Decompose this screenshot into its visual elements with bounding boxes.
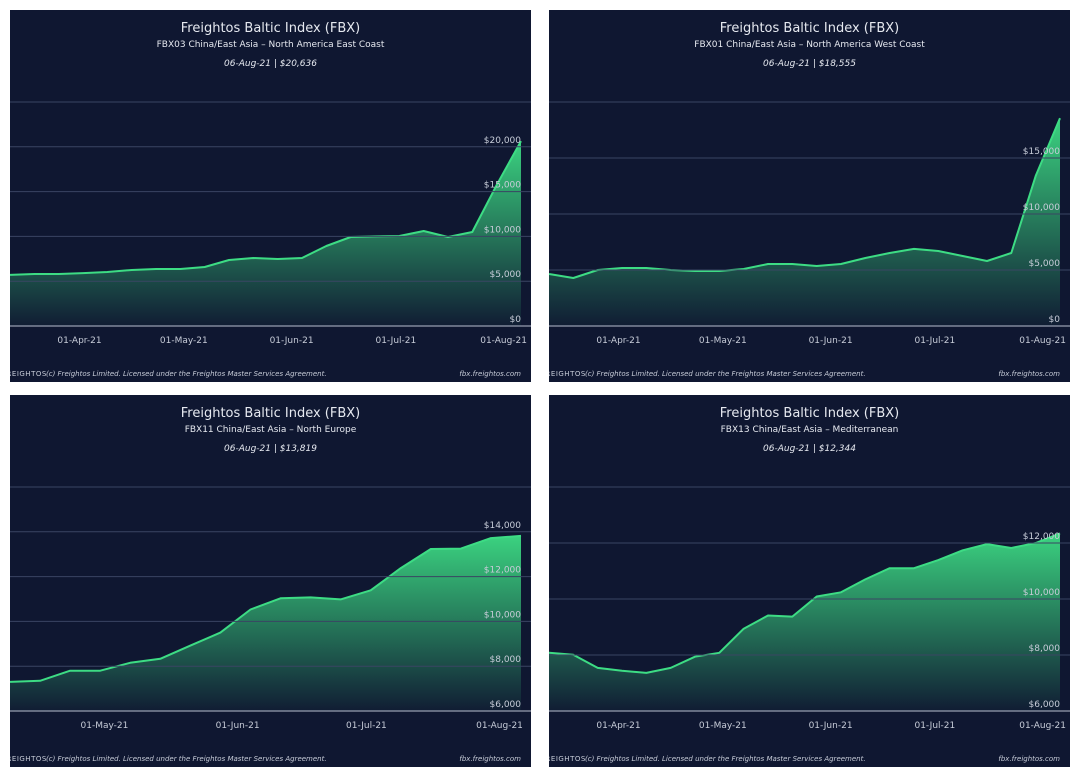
y-tick-label: $12,000 <box>1023 532 1060 542</box>
area-line <box>10 534 522 683</box>
chart-title: Freightos Baltic Index (FBX) <box>181 21 361 36</box>
x-tick-label: 01-Jun-21 <box>216 721 260 731</box>
chart-panel: Freightos Baltic Index (FBX) FBX01 China/… <box>541 10 1070 382</box>
y-tick-label: $6,000 <box>490 700 522 710</box>
chart-panel: Freightos Baltic Index (FBX) FBX11 China/… <box>2 395 531 767</box>
footer-site: fbx.freightos.com <box>459 755 521 763</box>
y-tick-label: $8,000 <box>1029 644 1061 654</box>
chart-title: Freightos Baltic Index (FBX) <box>181 406 361 421</box>
y-tick-label: $10,000 <box>484 610 521 620</box>
x-tick-label: 01-Apr-21 <box>57 336 101 346</box>
chart-subtitle: FBX01 China/East Asia – North America We… <box>694 40 925 50</box>
x-tick-label: 01-Jun-21 <box>270 336 314 346</box>
chart-title: Freightos Baltic Index (FBX) <box>720 21 900 36</box>
footer-site: fbx.freightos.com <box>998 755 1060 763</box>
x-tick-label: 01-May-21 <box>699 721 747 731</box>
x-tick-label: 01-Aug-21 <box>1019 721 1066 731</box>
x-tick-label: 01-Apr-21 <box>596 336 640 346</box>
x-tick-label: 01-Jul-21 <box>914 721 955 731</box>
footer-site: fbx.freightos.com <box>998 370 1060 378</box>
area-line <box>549 117 1061 279</box>
chart-annotation: 06-Aug-21 | $12,344 <box>763 444 856 454</box>
y-tick-label: $12,000 <box>484 566 521 576</box>
x-tick-label: 01-May-21 <box>699 336 747 346</box>
footer-license: (c) Freightos Limited. Licensed under th… <box>46 370 327 378</box>
chart-title: Freightos Baltic Index (FBX) <box>720 406 900 421</box>
x-tick-label: 01-Jul-21 <box>375 336 416 346</box>
y-tick-label: $0 <box>1049 315 1061 325</box>
x-tick-label: 01-Aug-21 <box>1019 336 1066 346</box>
chart-annotation: 06-Aug-21 | $20,636 <box>224 59 317 69</box>
x-tick-label: 01-Apr-21 <box>596 721 640 731</box>
y-tick-label: $6,000 <box>1029 700 1061 710</box>
area-fill <box>549 533 1060 711</box>
x-tick-label: 01-Aug-21 <box>476 721 523 731</box>
footer-site: fbx.freightos.com <box>459 370 521 378</box>
y-tick-label: $10,000 <box>484 225 521 235</box>
footer-license: (c) Freightos Limited. Licensed under th… <box>585 755 866 763</box>
x-tick-label: 01-Aug-21 <box>480 336 527 346</box>
chart-annotation: 06-Aug-21 | $13,819 <box>224 444 317 454</box>
x-tick-label: 01-Jul-21 <box>346 721 387 731</box>
footer-brand: FREIGHTOS <box>541 370 586 378</box>
y-tick-label: $10,000 <box>1023 588 1060 598</box>
footer-brand: FREIGHTOS <box>2 755 47 763</box>
area-fill <box>549 118 1060 326</box>
area-line <box>549 532 1061 674</box>
y-tick-label: $15,000 <box>1023 147 1060 157</box>
y-tick-label: $0 <box>510 315 522 325</box>
chart-subtitle: FBX03 China/East Asia – North America Ea… <box>157 40 385 50</box>
y-tick-label: $10,000 <box>1023 203 1060 213</box>
y-tick-label: $5,000 <box>1029 259 1061 269</box>
chart-annotation: 06-Aug-21 | $18,555 <box>763 59 856 69</box>
y-tick-label: $15,000 <box>484 181 521 191</box>
x-tick-label: 01-Jul-21 <box>914 336 955 346</box>
footer-license: (c) Freightos Limited. Licensed under th… <box>46 755 327 763</box>
chart-panel: Freightos Baltic Index (FBX) FBX13 China/… <box>541 395 1070 767</box>
y-tick-label: $14,000 <box>484 521 521 531</box>
area-fill <box>10 535 521 711</box>
footer-brand: FREIGHTOS <box>541 755 586 763</box>
chart-subtitle: FBX13 China/East Asia – Mediterranean <box>721 425 899 435</box>
chart-panel: Freightos Baltic Index (FBX) FBX03 China/… <box>2 10 531 382</box>
chart-subtitle: FBX11 China/East Asia – North Europe <box>185 425 357 435</box>
footer-brand: FREIGHTOS <box>2 370 47 378</box>
y-tick-label: $5,000 <box>490 270 522 280</box>
footer-license: (c) Freightos Limited. Licensed under th… <box>585 370 866 378</box>
x-tick-label: 01-May-21 <box>160 336 208 346</box>
x-tick-label: 01-Jun-21 <box>809 721 853 731</box>
x-tick-label: 01-Jun-21 <box>809 336 853 346</box>
x-tick-label: 01-May-21 <box>81 721 129 731</box>
area-line <box>10 140 522 276</box>
area-fill <box>10 141 521 326</box>
y-tick-label: $20,000 <box>484 136 521 146</box>
y-tick-label: $8,000 <box>490 655 522 665</box>
